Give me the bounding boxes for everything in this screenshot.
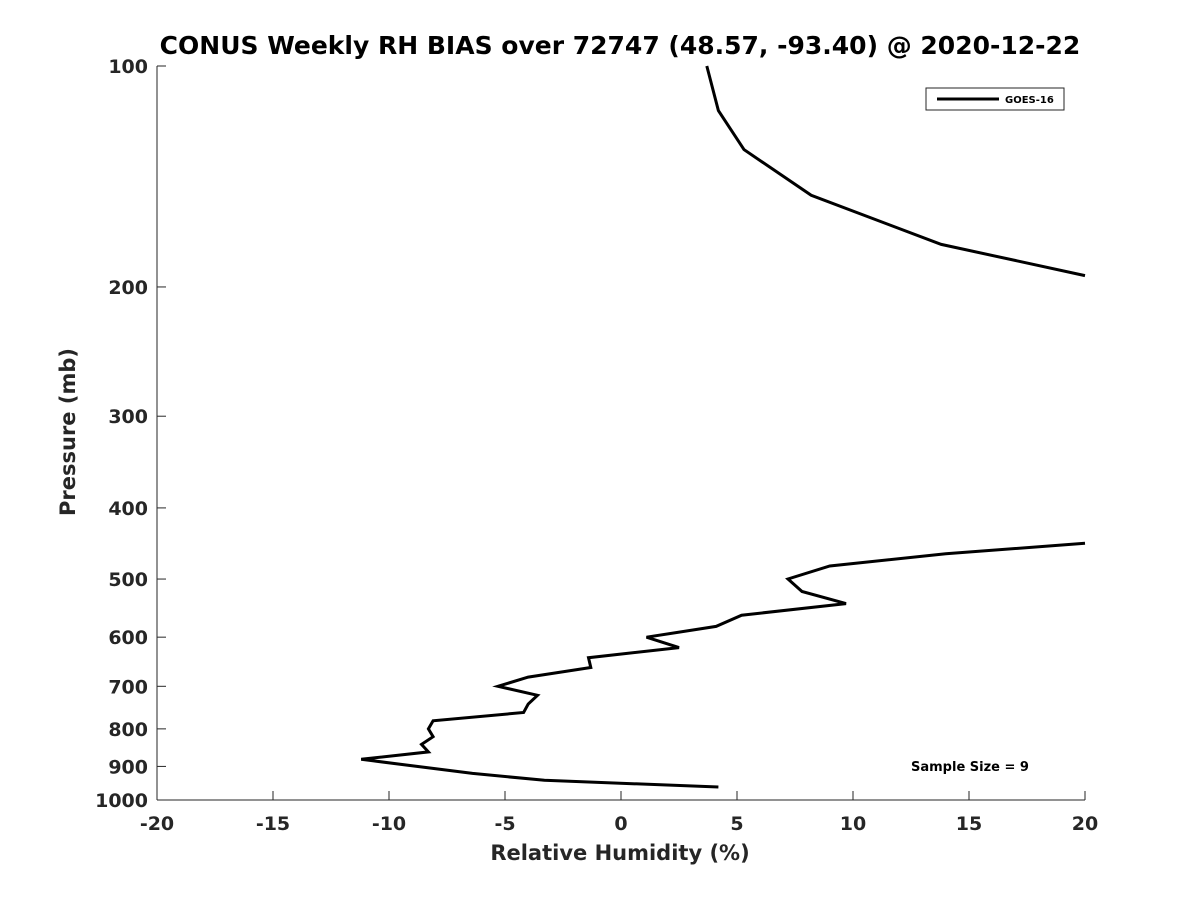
x-tick-label: -10 bbox=[372, 813, 406, 835]
plot-area bbox=[156, 66, 1085, 801]
x-tick-label: 20 bbox=[1072, 813, 1098, 835]
y-tick-label: 400 bbox=[108, 498, 148, 520]
x-axis: -20 -15 -10 -5 0 5 10 15 20 bbox=[140, 791, 1098, 835]
y-tick-label: 200 bbox=[108, 277, 148, 299]
y-tick-label: 800 bbox=[108, 719, 148, 741]
chart-title: CONUS Weekly RH BIAS over 72747 (48.57, … bbox=[160, 31, 1081, 60]
y-tick-label: 700 bbox=[108, 676, 148, 698]
y-axis-label: Pressure (mb) bbox=[56, 348, 80, 516]
x-tick-label: 10 bbox=[840, 813, 866, 835]
x-axis-label: Relative Humidity (%) bbox=[490, 841, 749, 865]
series-layer bbox=[361, 65, 1086, 789]
x-tick-label: 15 bbox=[956, 813, 982, 835]
x-tick-label: -15 bbox=[256, 813, 290, 835]
sample-size-annotation: Sample Size = 9 bbox=[911, 760, 1029, 775]
y-tick-label: 600 bbox=[108, 627, 148, 649]
x-tick-label: 0 bbox=[614, 813, 627, 835]
y-tick-label: 500 bbox=[108, 569, 148, 591]
series-line-goes-16-segment-1 bbox=[705, 65, 1086, 278]
y-tick-label: 1000 bbox=[95, 790, 148, 812]
x-tick-label: 5 bbox=[730, 813, 743, 835]
legend-label-goes-16: GOES-16 bbox=[1005, 95, 1054, 106]
y-tick-label: 300 bbox=[108, 406, 148, 428]
legend: GOES-16 bbox=[925, 87, 1065, 111]
x-tick-label: -20 bbox=[140, 813, 174, 835]
series-line-goes-16-segment-2 bbox=[361, 541, 1086, 789]
y-axis: 100 200 300 400 500 600 700 800 900 1000 bbox=[95, 56, 166, 812]
y-tick-label: 900 bbox=[108, 756, 148, 778]
x-tick-label: -5 bbox=[494, 813, 515, 835]
y-tick-label: 100 bbox=[108, 56, 148, 78]
